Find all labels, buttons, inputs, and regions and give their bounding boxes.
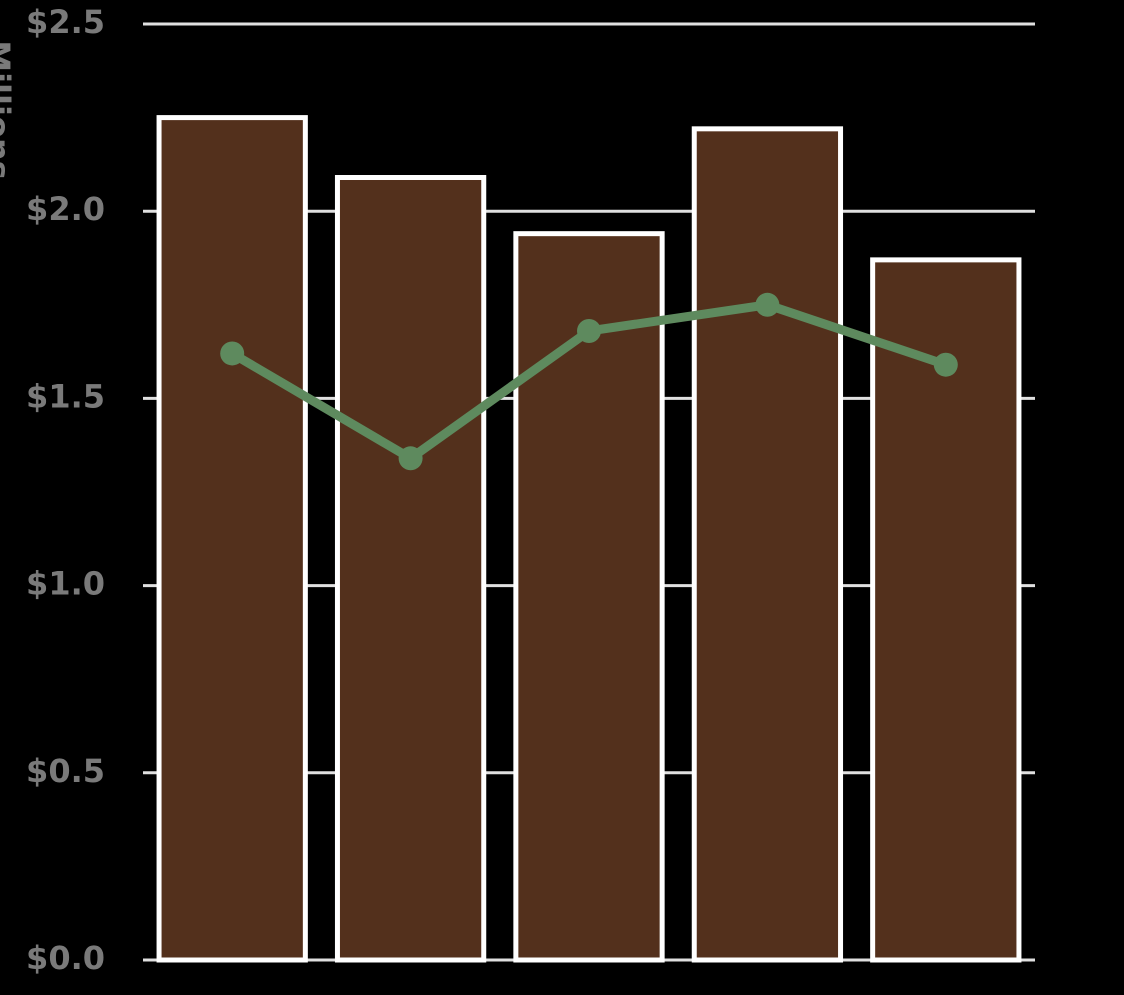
y-axis-title: Millions [0,40,17,180]
line-point [220,341,245,366]
bar [513,231,665,963]
y-tick-label: $1.0 [26,565,105,603]
y-tick-label: $1.5 [26,377,105,415]
y-tick-label: $2.0 [26,190,105,228]
y-tick-label: $2.5 [26,3,105,41]
bar [334,175,487,963]
bar [691,126,844,963]
bar [156,115,308,963]
line-point [933,352,958,377]
line-point [398,446,423,471]
line-point [577,319,601,344]
y-tick-label: $0.5 [26,752,105,790]
line-point [755,292,780,317]
y-tick-label: $0.0 [26,939,105,977]
